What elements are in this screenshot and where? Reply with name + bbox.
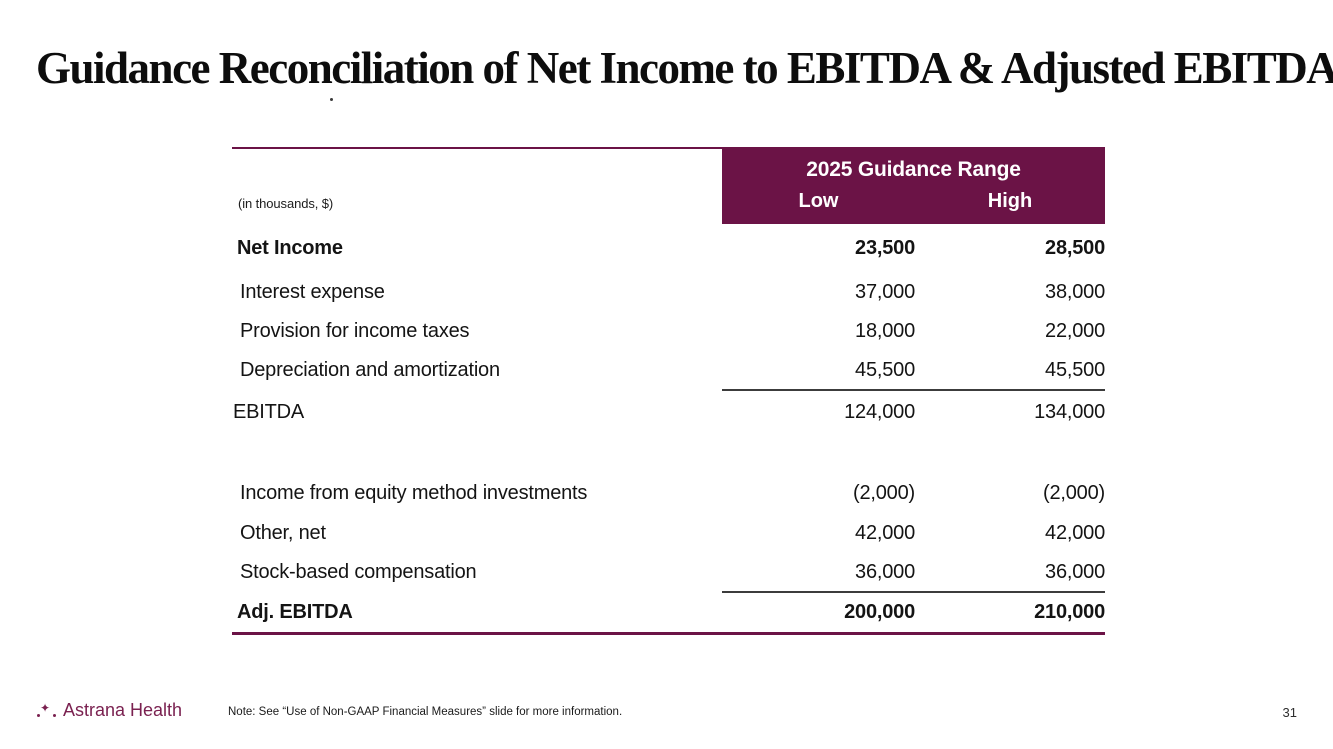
row-value-high: (2,000)	[1043, 481, 1105, 504]
reconciliation-table: (in thousands, $) 2025 Guidance Range Lo…	[232, 147, 1105, 635]
row-label: EBITDA	[233, 401, 305, 423]
table-row-adj-ebitda: Adj. EBITDA 200,000 210,000	[232, 593, 1105, 632]
row-label: Net Income	[237, 236, 343, 259]
page-title: Guidance Reconciliation of Net Income to…	[36, 43, 1333, 93]
footnote-text: Note: See “Use of Non-GAAP Financial Mea…	[228, 706, 623, 718]
table-row-depreciation-amortization: Depreciation and amortization 45,500 45,…	[232, 351, 1105, 389]
sparkle-dots-icon: ✦	[36, 701, 58, 721]
section-spacer	[232, 434, 1105, 472]
table-row-equity-method-investments: Income from equity method investments (2…	[232, 472, 1105, 514]
row-value-high: 45,500	[1045, 358, 1105, 381]
row-value-low: 18,000	[855, 320, 915, 342]
row-label: Provision for income taxes	[240, 320, 470, 342]
table-row-interest-expense: Interest expense 37,000 38,000	[232, 272, 1105, 312]
row-value-low: 36,000	[855, 560, 915, 583]
row-value-low: 42,000	[855, 522, 915, 544]
row-label: Depreciation and amortization	[240, 358, 500, 381]
row-value-high: 210,000	[1034, 601, 1105, 623]
row-value-high: 42,000	[1045, 522, 1105, 544]
row-value-high: 38,000	[1045, 280, 1105, 303]
column-headers: Low High	[722, 190, 1105, 213]
units-label: (in thousands, $)	[238, 196, 334, 211]
table-row-stock-based-compensation: Stock-based compensation 36,000 36,000	[232, 553, 1105, 591]
adj-ebitda-subtotal-rule	[722, 591, 1105, 593]
title-footnote-dot	[330, 98, 333, 101]
row-value-low: 124,000	[844, 401, 915, 423]
guidance-header-title: 2025 Guidance Range	[806, 158, 1021, 181]
page-number: 31	[1282, 705, 1297, 720]
column-header-high: High	[987, 190, 1033, 212]
row-label: Adj. EBITDA	[237, 601, 353, 623]
table-bottom-border	[232, 632, 1105, 635]
row-value-low: 23,500	[855, 236, 915, 259]
table-row-ebitda: EBITDA 124,000 134,000	[232, 391, 1105, 434]
brand-logo: ✦ Astrana Health	[36, 700, 182, 721]
guidance-header: 2025 Guidance Range Low High	[722, 149, 1105, 224]
row-value-high: 134,000	[1034, 401, 1105, 423]
table-row-net-income: Net Income 23,500 28,500	[232, 224, 1105, 272]
row-label: Interest expense	[240, 280, 385, 303]
row-label: Stock-based compensation	[240, 560, 477, 583]
row-value-high: 28,500	[1045, 236, 1105, 259]
row-value-low: (2,000)	[853, 481, 915, 504]
table-row-other-net: Other, net 42,000 42,000	[232, 514, 1105, 553]
row-value-low: 37,000	[855, 280, 915, 303]
table-header: (in thousands, $) 2025 Guidance Range Lo…	[232, 149, 1105, 224]
row-value-high: 36,000	[1045, 560, 1105, 583]
table-top-border	[232, 147, 1105, 149]
ebitda-subtotal-rule	[722, 389, 1105, 391]
row-label: Income from equity method investments	[240, 481, 588, 504]
brand-name: Astrana Health	[63, 700, 183, 720]
row-value-low: 45,500	[855, 358, 915, 381]
row-value-low: 200,000	[844, 601, 915, 623]
units-cell: (in thousands, $)	[232, 149, 722, 224]
row-label: Other, net	[240, 522, 326, 544]
table-row-income-taxes: Provision for income taxes 18,000 22,000	[232, 312, 1105, 351]
row-value-high: 22,000	[1045, 320, 1105, 342]
column-header-low: Low	[798, 190, 839, 212]
